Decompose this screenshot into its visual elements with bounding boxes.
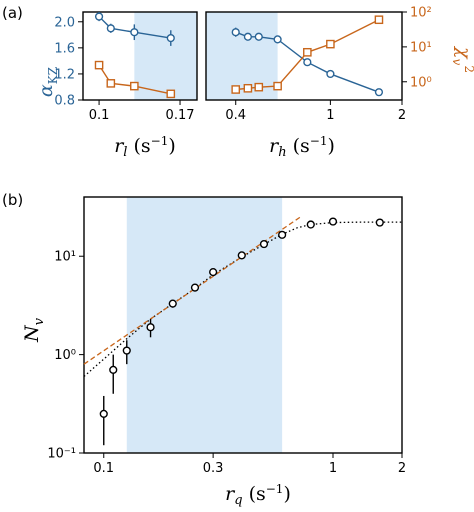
chi2-series-line (98, 64, 171, 95)
x-tick-label: 2 (398, 108, 406, 123)
nv-data-point (109, 365, 118, 374)
nv-data-point (168, 299, 177, 308)
svg-text:rh (s−1): rh (s−1) (269, 134, 335, 160)
alpha-series-line (98, 16, 171, 39)
nv-data-point (99, 409, 108, 418)
chi2-data-point (243, 83, 253, 93)
y-tick-label: 10⁻¹ (47, 447, 76, 462)
x-tick-label: 0.1 (93, 461, 114, 476)
panel-a-left-xlabel: rl (s−1) (114, 134, 176, 160)
x-tick-label: 0.17 (166, 108, 195, 123)
panel-b-xlabel: rq (s−1) (225, 482, 291, 508)
x-tick-label: 1 (326, 108, 334, 123)
svg-text:rq (s−1): rq (s−1) (225, 482, 291, 508)
alpha-data-point (231, 28, 240, 37)
y-tick-label: 1.6 (54, 41, 75, 56)
y-right-tick-label: 10⁰ (410, 75, 432, 90)
shaded-region (206, 12, 278, 100)
chi2-data-point (231, 85, 241, 94)
nv-data-point (146, 323, 155, 332)
chart-a-right: 0.4 1 2 10⁰ 10¹ 10² (205, 6, 432, 123)
panel-b-ylabel: Nv (21, 317, 47, 343)
nv-data-point (278, 230, 287, 239)
x-tick-label: 0.3 (203, 461, 224, 476)
plot-frame (83, 196, 403, 454)
nv-data-point (306, 220, 315, 229)
x-tick-label: 0.1 (89, 108, 110, 123)
chi2-data-point (94, 60, 104, 70)
plot-frame (82, 11, 198, 101)
svg-text:rl (s−1): rl (s−1) (114, 134, 176, 160)
x-tick-label: 0.4 (225, 108, 246, 123)
alpha-data-point (130, 28, 139, 37)
x-tick-label: 2 (398, 461, 406, 476)
shaded-region (134, 12, 197, 100)
alpha-data-point (94, 12, 104, 21)
y-right-tick-label: 10¹ (410, 40, 432, 55)
chart-b: 0.1 0.3 1 2 10⁻¹ 10⁰ 10¹ (47, 196, 406, 476)
alpha-data-point (374, 88, 384, 97)
chi2-data-point (374, 15, 384, 25)
svg-text:Nv: Nv (21, 317, 47, 343)
chi2-data-point (166, 89, 176, 99)
nv-data-point (190, 283, 200, 292)
nv-data-point (259, 239, 269, 249)
y-tick-label: 0.8 (54, 94, 75, 109)
chi2-data-point (106, 79, 116, 88)
nv-data-point (328, 217, 338, 226)
chi2-data-point (303, 47, 312, 57)
panel-a-right-xlabel: rh (s−1) (269, 134, 335, 160)
y-tick-label: 10¹ (54, 250, 76, 265)
y-tick-label: 10⁰ (54, 348, 76, 363)
panel-a-label: (a) (2, 4, 23, 22)
alpha-data-point (303, 58, 312, 67)
panel-b-label: (b) (2, 191, 23, 209)
nv-data-point (209, 267, 218, 277)
alpha-data-point (326, 69, 335, 79)
chi2-data-point (273, 81, 282, 91)
alpha-data-point (254, 32, 263, 41)
y-right-tick-label: 10² (410, 6, 432, 21)
plots-layer: 0.1 0.17 0.8 1.2 1.6 2.0 0.4 1 2 10⁰ 10¹ 10² 0.1 0.3 1… (47, 6, 431, 477)
nv-data-point (122, 346, 131, 355)
svg-text:χv2: χv2 (450, 45, 474, 73)
plot-frame (205, 11, 403, 101)
panel-a-right-ylabel: χv2 (450, 45, 474, 73)
chart-a-left: 0.1 0.17 0.8 1.2 1.6 2.0 (54, 11, 198, 123)
y-tick-label: 2.0 (54, 15, 75, 30)
alpha-data-point (273, 35, 282, 44)
chi2-data-point (326, 39, 335, 49)
nv-data-point (375, 218, 384, 227)
chi2-data-point (130, 81, 139, 91)
alpha-data-point (243, 32, 252, 41)
x-tick-label: 1 (329, 461, 337, 476)
nv-data-point (237, 251, 246, 260)
alpha-data-point (106, 24, 115, 33)
y-tick-label: 1.2 (54, 67, 75, 82)
chi2-data-point (254, 82, 264, 92)
alpha-data-point (166, 33, 175, 43)
